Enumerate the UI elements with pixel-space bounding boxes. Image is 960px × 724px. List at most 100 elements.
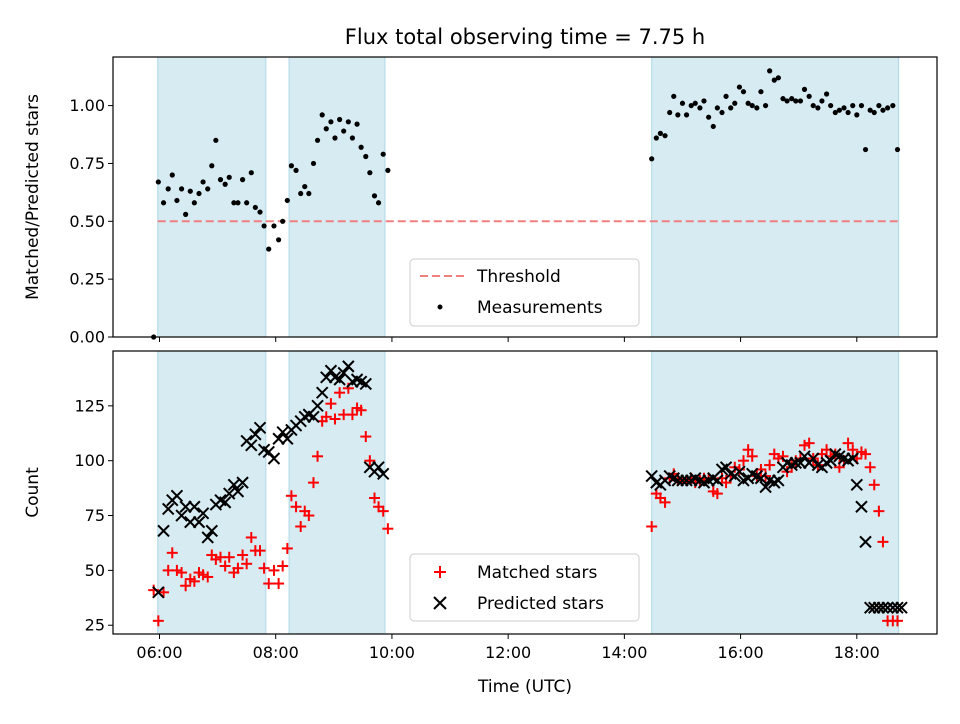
matched-star-marker [281,542,293,554]
predicted-legend-label: Predicted stars [477,594,604,614]
predicted-star-marker [789,456,802,470]
measurement-point [323,126,329,132]
predicted-marker-b [855,500,868,513]
matched-star-marker [245,531,257,543]
predicted-marker-b [161,502,175,516]
predicted-star-marker [205,524,218,538]
measurement-point [385,167,391,173]
predicted-star-marker [733,465,746,478]
measurement-point [885,105,891,111]
measurement-point [789,96,795,102]
predicted-star-marker [315,386,329,399]
measurement-point [732,100,738,106]
predicted-star-marker [157,524,170,538]
predicted-star-marker [218,496,232,509]
measurement-point [894,146,901,153]
matched-star-marker [268,564,280,576]
matched-star-marker [307,477,319,489]
measurement-point [649,156,655,162]
predicted-marker-b [201,531,214,544]
predicted-marker-b [719,461,733,474]
measurement-point [710,123,716,130]
predicted-marker-b [333,373,346,386]
matched-star-marker [285,490,297,502]
bottom-plot-frame [112,350,938,635]
top-window-2 [651,56,900,338]
predicted-legend-swatch [433,596,447,610]
measurement-point [271,223,277,229]
measurement-point [697,105,703,111]
measurement-point [745,100,751,106]
measurement-point [284,197,290,204]
measurement-point [706,114,712,120]
matched-star-marker [382,523,394,535]
measurement-point [758,89,764,95]
matched-star-marker [176,567,188,579]
measurement-point [810,102,816,109]
predicted-marker-b [337,366,350,380]
measurement-point [213,137,219,143]
x-axis-label: Time (UTC) [477,677,572,697]
measurement-point [688,102,694,109]
matched-star-marker [360,431,372,443]
predicted-marker-b [281,432,294,445]
measurement-point [266,246,272,252]
bottom-panel: 25 50 75 100 125 06:00 08:00 10:00 12:00 14:00 16… [23,350,938,697]
predicted-star-marker [377,467,390,481]
matched-star-marker [334,387,346,399]
bottom-window-2 [651,350,900,635]
predicted-marker-b [157,524,170,538]
top-panel: 0.00 0.25 0.50 0.75 1.00 Matched/Predicted s… [23,56,938,347]
matched-star-marker [180,580,192,592]
measurement-point [209,163,215,169]
measurement-point [854,112,860,118]
predicted-marker-b [689,472,702,485]
predicted-marker-b [846,452,859,465]
bottom-x-tick-label-2: 10:00 [369,643,415,662]
matched-star-marker [254,545,266,557]
matched-star-marker [158,586,170,598]
predicted-star-marker [307,410,320,424]
measurement-point [200,179,206,185]
matched-star-marker [737,455,749,467]
predicted-marker-b [192,515,206,529]
predicted-star-marker [772,474,785,487]
matched-star-marker [891,615,903,627]
predicted-star-marker [201,531,214,544]
measurement-point [183,211,189,217]
predicted-marker-b [231,485,245,498]
measurement-point [701,98,707,104]
measurement-point [196,190,202,197]
predicted-star-marker [846,452,859,465]
bottom-y-tick-label-2: 75 [85,506,105,525]
predicted-star-marker [161,502,175,516]
predicted-marker-b [342,360,355,373]
measurement-point [740,89,747,95]
measurement-point [276,237,282,243]
matched-star-marker [742,444,754,456]
measurement-point [719,109,725,116]
measurement-point [319,112,325,118]
measurement-point [257,209,263,215]
matched-star-marker [202,571,214,583]
predicted-star-marker [175,509,188,522]
measurement-point [235,200,241,206]
measurement-point [714,105,720,111]
matched-star-marker [290,501,302,513]
measurement-point [314,137,321,143]
measurement-point [675,112,681,118]
measurement-point [354,121,360,127]
matched-star-marker [364,455,376,467]
predicted-marker-b [245,439,258,452]
predicted-marker-b [257,443,271,456]
top-x-ticks [158,337,858,342]
predicted-marker-b [276,425,289,439]
matched-star-markers [148,382,903,627]
matched-star-marker [329,413,341,425]
measurement-point [341,128,347,134]
predicted-marker-b [833,450,846,463]
predicted-marker-b [650,476,663,489]
measurement-point [728,105,734,111]
predicted-marker-b [772,474,785,487]
predicted-marker-b [236,476,249,489]
